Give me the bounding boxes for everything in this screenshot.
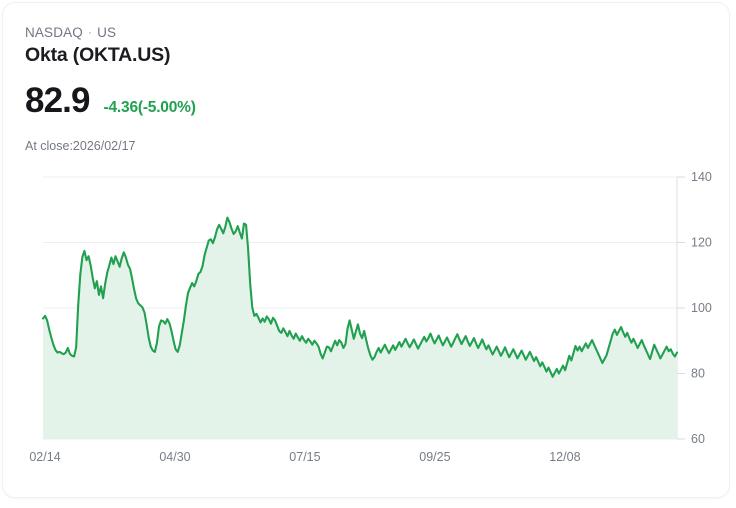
last-price: 82.9 xyxy=(25,81,90,120)
x-tick-label: 02/14 xyxy=(29,450,60,464)
price-row: 82.9 -4.36(-5.00%) xyxy=(25,83,196,118)
x-tick-label: 12/08 xyxy=(549,450,580,464)
y-tick-label: 120 xyxy=(691,235,712,249)
price-change: -4.36(-5.00%) xyxy=(103,99,196,116)
x-tick-label: 07/15 xyxy=(289,450,320,464)
exchange-name: NASDAQ xyxy=(25,25,83,40)
x-axis-labels: 02/14 04/30 07/15 09/25 12/08 xyxy=(29,450,580,464)
separator-dot: · xyxy=(87,25,93,39)
session-status: At close:2026/02/17 xyxy=(25,139,136,153)
price-chart[interactable]: 140 120 100 80 60 02/14 04/30 07/15 09/25 12/08 xyxy=(3,3,729,497)
y-axis-labels: 140 120 100 80 60 xyxy=(691,170,712,446)
exchange-region-line: NASDAQ · US xyxy=(25,25,116,40)
y-tick-label: 100 xyxy=(691,301,712,315)
price-line xyxy=(41,216,679,378)
region-code: US xyxy=(97,25,117,40)
stock-quote-card: NASDAQ · US Okta (OKTA.US) 82.9 -4.36(-5.0… xyxy=(2,2,730,498)
x-tick-label: 09/25 xyxy=(419,450,450,464)
y-tick-label: 80 xyxy=(691,366,705,380)
price-chart-svg: 140 120 100 80 60 02/14 04/30 07/15 09/25 12/08 xyxy=(29,170,712,464)
area-fill xyxy=(43,217,677,439)
y-tick-label: 60 xyxy=(691,432,705,446)
y-tick-label: 140 xyxy=(691,170,712,184)
page-title: Okta (OKTA.US) xyxy=(25,44,171,66)
x-tick-label: 04/30 xyxy=(159,450,190,464)
